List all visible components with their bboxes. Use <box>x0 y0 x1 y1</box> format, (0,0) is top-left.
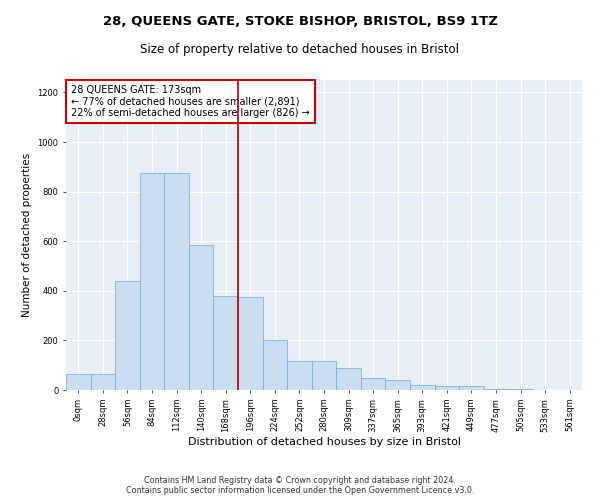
Bar <box>336 368 361 390</box>
Bar <box>287 362 312 390</box>
Bar <box>91 374 115 390</box>
Bar <box>214 296 238 390</box>
Bar <box>361 378 385 390</box>
Bar <box>263 340 287 390</box>
Text: Size of property relative to detached houses in Bristol: Size of property relative to detached ho… <box>140 42 460 56</box>
Bar <box>410 385 434 390</box>
Text: 28 QUEENS GATE: 173sqm
← 77% of detached houses are smaller (2,891)
22% of semi-: 28 QUEENS GATE: 173sqm ← 77% of detached… <box>71 84 310 118</box>
Bar <box>484 389 508 390</box>
Bar <box>459 386 484 390</box>
Bar <box>189 245 214 390</box>
Y-axis label: Number of detached properties: Number of detached properties <box>22 153 32 317</box>
Bar <box>164 173 189 390</box>
X-axis label: Distribution of detached houses by size in Bristol: Distribution of detached houses by size … <box>187 437 461 447</box>
Bar <box>312 362 336 390</box>
Bar <box>238 297 263 390</box>
Bar <box>434 386 459 390</box>
Bar <box>115 281 140 390</box>
Bar <box>385 380 410 390</box>
Bar <box>66 374 91 390</box>
Text: 28, QUEENS GATE, STOKE BISHOP, BRISTOL, BS9 1TZ: 28, QUEENS GATE, STOKE BISHOP, BRISTOL, … <box>103 15 497 28</box>
Bar <box>140 173 164 390</box>
Text: Contains HM Land Registry data © Crown copyright and database right 2024.
Contai: Contains HM Land Registry data © Crown c… <box>126 476 474 495</box>
